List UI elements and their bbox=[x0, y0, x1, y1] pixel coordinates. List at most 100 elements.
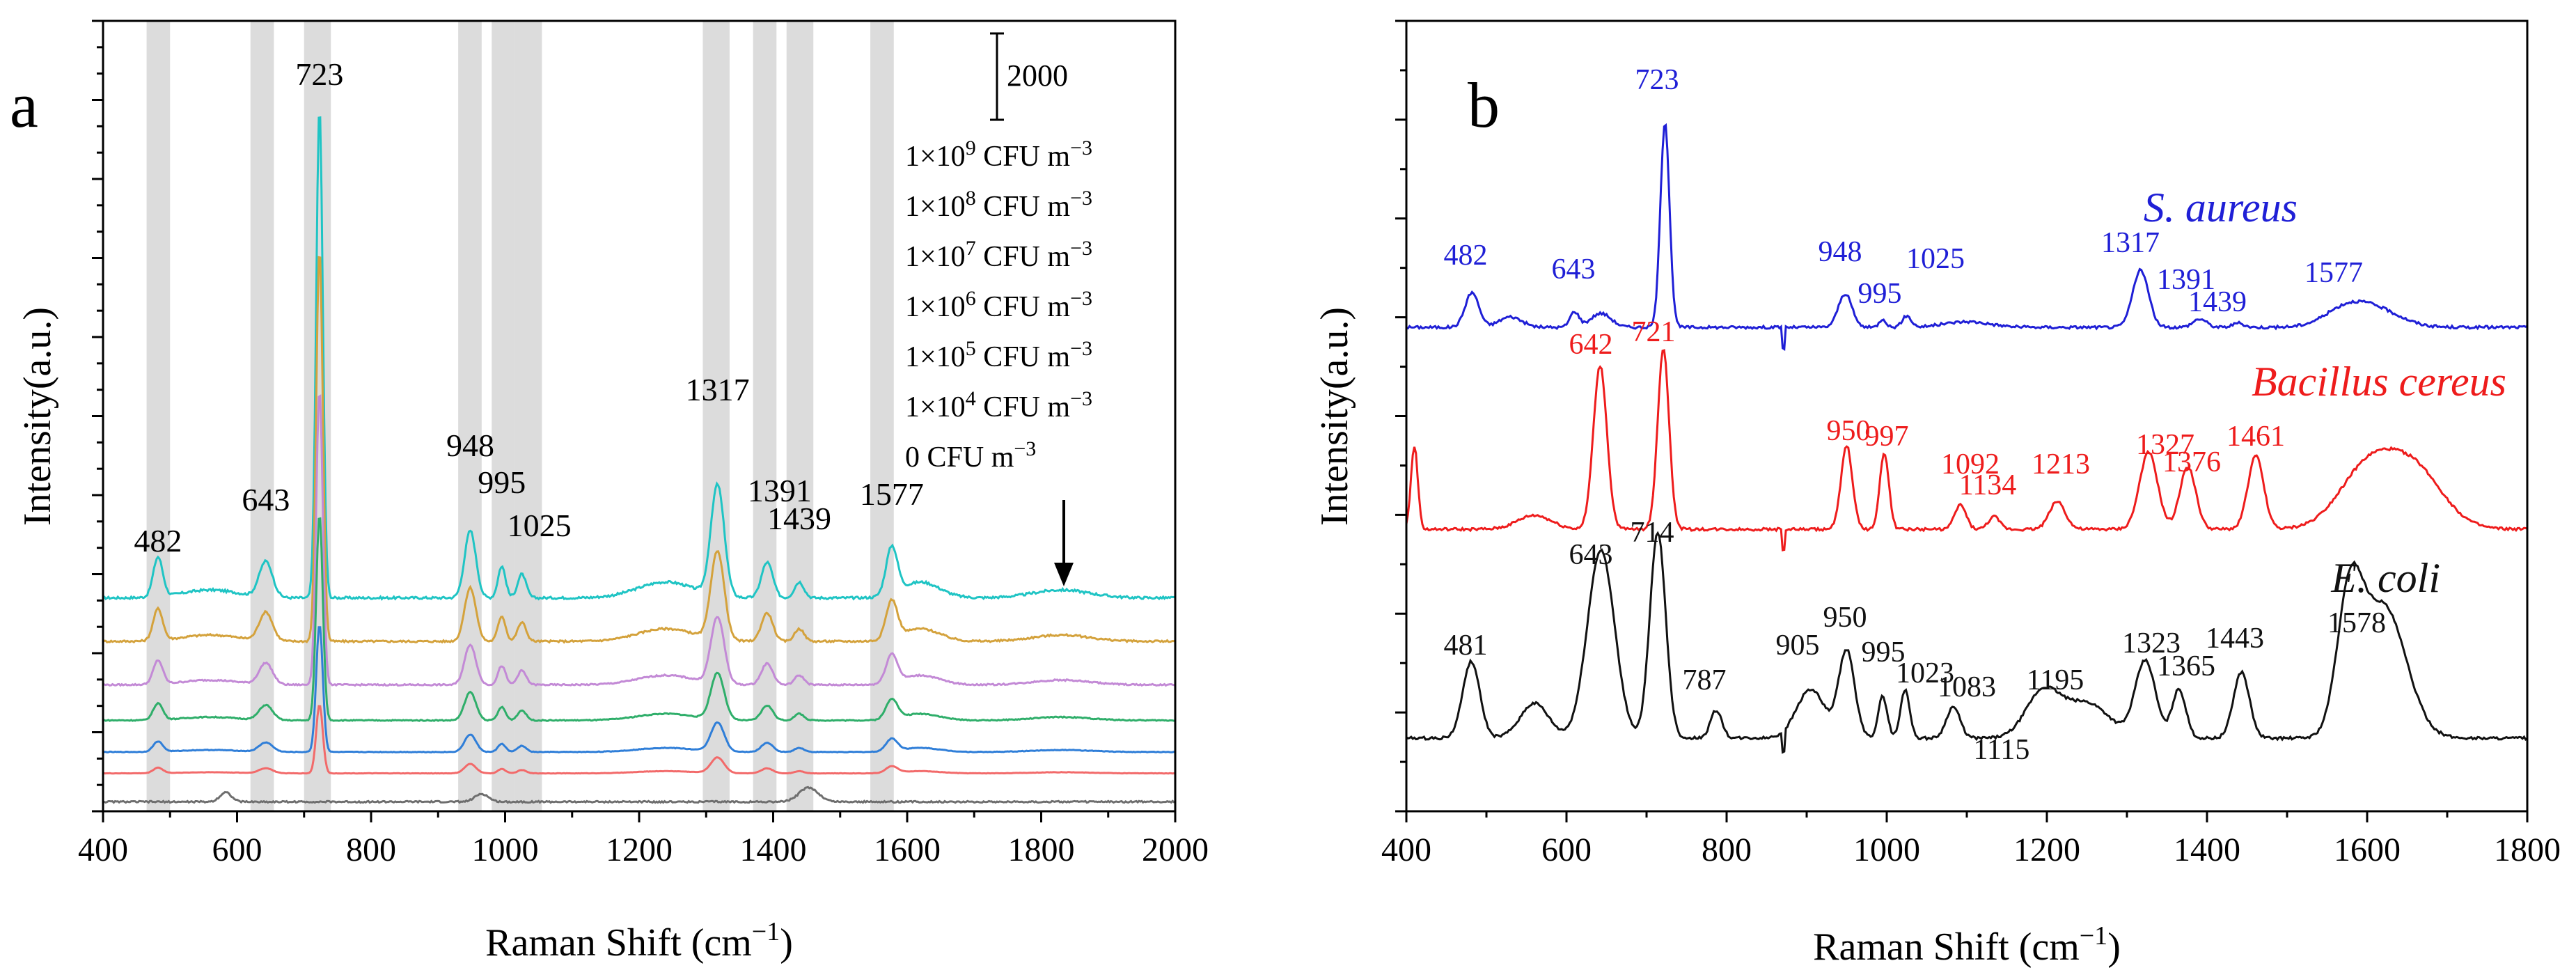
peak-label: 1439 bbox=[2188, 286, 2247, 318]
peak-label: 643 bbox=[1569, 539, 1613, 571]
series-name: S. aureus bbox=[2144, 185, 2298, 230]
spectrum-line bbox=[102, 626, 1176, 753]
peak-label: 948 bbox=[1819, 236, 1862, 268]
concentration-label: 1×104 CFU m−3 bbox=[905, 387, 1092, 423]
peak-label: 1439 bbox=[767, 501, 831, 536]
peak-label: 995 bbox=[1858, 278, 1902, 310]
series-names: S. aureus Bacillus cereus E. coli bbox=[2144, 185, 2506, 601]
spectrum-line bbox=[102, 517, 1176, 722]
x-tick-label: 1800 bbox=[2494, 831, 2561, 868]
peak-label: 905 bbox=[1776, 630, 1820, 662]
peak-label: 1365 bbox=[2157, 650, 2215, 682]
peak-label: 643 bbox=[242, 482, 290, 517]
peak-label: 1213 bbox=[2032, 448, 2090, 480]
spectrum-line bbox=[102, 116, 1176, 601]
peak-label: 643 bbox=[1552, 253, 1596, 286]
peak-label: 1025 bbox=[1906, 243, 1965, 275]
peak-label: 787 bbox=[1683, 664, 1727, 696]
y-axis-label: Intensity(a.u.) bbox=[1313, 307, 1356, 526]
x-axis-label: Raman Shift (cm−1) bbox=[485, 917, 793, 964]
highlight-band bbox=[515, 21, 542, 811]
peak-label: 721 bbox=[1632, 316, 1676, 348]
peak-label: 995 bbox=[478, 464, 526, 500]
x-tick-label: 1200 bbox=[606, 831, 673, 868]
highlight-band bbox=[786, 21, 814, 811]
highlight-band bbox=[870, 21, 894, 811]
peak-label: 642 bbox=[1569, 329, 1613, 361]
peak-label: 482 bbox=[134, 523, 182, 558]
arrow-head bbox=[1054, 563, 1074, 586]
highlight-band bbox=[250, 21, 274, 811]
peak-label: 1317 bbox=[2101, 227, 2160, 259]
spectrum-line bbox=[102, 256, 1176, 644]
panel-b: 400 600 800 1000 1200 1400 1600 1800 482 643 723 9… bbox=[1313, 19, 2561, 969]
x-tick-label: 2000 bbox=[1142, 831, 1209, 868]
peak-label: 1023 bbox=[1896, 657, 1954, 689]
peak-label: 1391 bbox=[2157, 264, 2215, 296]
peak-label: 481 bbox=[1444, 630, 1488, 662]
spectrum-line bbox=[1405, 349, 2528, 552]
peak-label: 723 bbox=[295, 56, 343, 92]
highlight-band bbox=[702, 21, 730, 811]
x-tick-label: 800 bbox=[1702, 831, 1752, 868]
x-tick-label: 1600 bbox=[874, 831, 941, 868]
concentration-label: 1×105 CFU m−3 bbox=[905, 337, 1092, 373]
x-tick-label: 1000 bbox=[472, 831, 539, 868]
peak-label: 1376 bbox=[2162, 446, 2221, 478]
scale-bar: 2000 bbox=[990, 32, 1068, 121]
peak-label: 723 bbox=[1635, 64, 1679, 96]
peak-label: 1391 bbox=[748, 473, 812, 508]
concentration-label: 1×108 CFU m−3 bbox=[905, 187, 1092, 223]
arrow bbox=[1054, 500, 1074, 586]
peak-label: 1195 bbox=[2027, 664, 2084, 696]
peak-label: 1134 bbox=[1959, 469, 2016, 501]
peak-label: 1461 bbox=[2226, 421, 2285, 453]
x-tick-label: 1800 bbox=[1008, 831, 1075, 868]
peak-label: 1092 bbox=[1941, 448, 2000, 480]
spectra-series bbox=[102, 116, 1176, 804]
x-tick-labels: 400 600 800 1000 1200 1400 1600 1800 2000 bbox=[78, 831, 1209, 868]
peak-label: 1577 bbox=[2304, 257, 2363, 289]
concentration-label: 1×109 CFU m−3 bbox=[905, 136, 1092, 173]
peak-label: 714 bbox=[1631, 517, 1674, 549]
x-tick-labels: 400 600 800 1000 1200 1400 1600 1800 bbox=[1381, 831, 2561, 868]
concentration-label: 1×107 CFU m−3 bbox=[905, 237, 1092, 273]
highlight-band bbox=[458, 21, 482, 811]
axis-ticks bbox=[92, 19, 1177, 822]
series-name: E. coli bbox=[2330, 555, 2440, 601]
spectra-series bbox=[1405, 123, 2528, 754]
panel-letter-b: b bbox=[1468, 70, 1500, 141]
peak-label: 1443 bbox=[2206, 623, 2264, 655]
highlight-band bbox=[146, 21, 171, 811]
panel-a: 400 600 800 1000 1200 1400 1600 1800 2000 482 643… bbox=[10, 19, 1209, 964]
peak-label: 1578 bbox=[2327, 607, 2386, 639]
peak-label: 948 bbox=[446, 428, 494, 463]
highlight-band bbox=[753, 21, 777, 811]
x-axis-label: Raman Shift (cm−1) bbox=[1813, 921, 2121, 969]
peak-label: 950 bbox=[1823, 602, 1867, 634]
peak-label: 1577 bbox=[860, 476, 924, 512]
peak-label: 1025 bbox=[508, 508, 572, 543]
peak-label: 482 bbox=[1444, 240, 1488, 272]
x-tick-label: 1400 bbox=[740, 831, 807, 868]
axis-ticks bbox=[1395, 19, 2529, 822]
peak-label: 1317 bbox=[686, 372, 750, 407]
peak-label: 1327 bbox=[2136, 429, 2194, 461]
highlight-band bbox=[492, 21, 515, 811]
x-tick-label: 1200 bbox=[2013, 831, 2080, 868]
peak-label: 1323 bbox=[2122, 627, 2181, 659]
peak-label: 997 bbox=[1865, 421, 1909, 453]
spectrum-line bbox=[102, 705, 1175, 775]
x-tick-label: 400 bbox=[78, 831, 128, 868]
concentration-label: 0 CFU m−3 bbox=[905, 437, 1036, 474]
x-tick-label: 1600 bbox=[2334, 831, 2401, 868]
concentration-legend: 1×109 CFU m−3 1×108 CFU m−3 1×107 CFU m−3 1… bbox=[905, 136, 1092, 474]
x-tick-label: 600 bbox=[1541, 831, 1592, 868]
scale-bar-label: 2000 bbox=[1007, 58, 1068, 93]
peak-label: 1115 bbox=[1974, 734, 2030, 766]
panel-letter-a: a bbox=[10, 70, 38, 141]
peak-label: 995 bbox=[1862, 636, 1906, 669]
